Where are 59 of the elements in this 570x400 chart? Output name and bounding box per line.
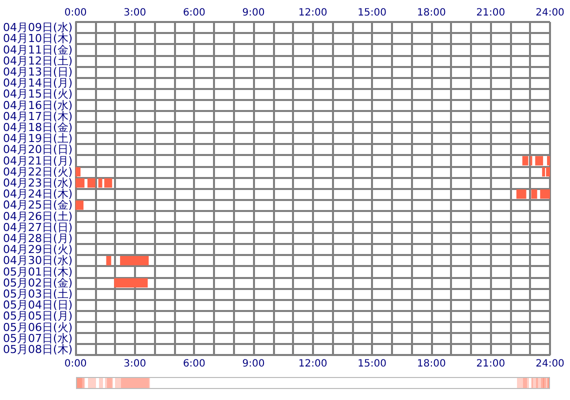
bar xyxy=(516,189,526,199)
y-tick-label: 05月05日(月) xyxy=(3,310,73,323)
x-tick-label: 12:00 xyxy=(298,358,328,370)
x-tick-label: 9:00 xyxy=(242,358,265,370)
y-tick-label: 05月08日(木) xyxy=(3,342,73,356)
y-tick-label: 04月15日(火) xyxy=(3,88,73,101)
bar xyxy=(76,167,81,177)
y-tick-label: 04月12日(土) xyxy=(3,54,73,68)
x2-tick-label: 6:00 xyxy=(182,8,206,18)
bar xyxy=(540,189,550,199)
x2-tick-label: 0:00 xyxy=(64,8,87,18)
y-tick-label: 04月21日(月) xyxy=(3,154,73,168)
x-tick-label: 15:00 xyxy=(358,358,387,370)
y-tick-label: 04月16日(水) xyxy=(3,98,73,112)
x-tick-label: 0:00 xyxy=(64,358,87,370)
y-tick-label: 04月18日(金) xyxy=(3,120,73,134)
x-tick-label: 18:00 xyxy=(416,358,446,370)
x-tick-label: 6:00 xyxy=(182,358,206,370)
x2-tick-label: 15:00 xyxy=(358,8,387,18)
y-tick-label: 04月24日(木) xyxy=(3,188,73,201)
y-tick-label: 04月09日(水) xyxy=(3,21,73,34)
y-tick-label: 04月11日(金) xyxy=(3,43,73,56)
bar xyxy=(106,256,112,266)
y-tick-label: 04月29日(火) xyxy=(3,243,73,256)
y-tick-label: 04月20日(日) xyxy=(3,143,73,156)
x2-tick-label: 3:00 xyxy=(124,8,146,18)
y-tick-label: 04月13日(日) xyxy=(3,65,73,78)
bar xyxy=(87,178,96,188)
bar xyxy=(114,278,148,288)
y-tick-label: 04月25日(金) xyxy=(3,198,73,212)
bar xyxy=(76,178,84,188)
bar xyxy=(120,256,149,266)
x2-tick-label: 18:00 xyxy=(416,8,446,18)
y-tick-label: 04月23日(水) xyxy=(3,176,73,190)
y-tick-label: 05月01日(木) xyxy=(3,265,73,278)
y-tick-label: 04月17日(木) xyxy=(3,110,73,123)
y-tick-label: 05月04日(日) xyxy=(3,298,73,312)
bar xyxy=(76,200,84,210)
x-tick-label: 3:00 xyxy=(124,358,146,370)
x2-tick-label: 9:00 xyxy=(242,8,265,18)
y-tick-label: 04月26日(土) xyxy=(3,210,73,223)
y-tick-label: 04月28日(月) xyxy=(3,232,73,245)
x2-tick-label: 21:00 xyxy=(476,8,506,18)
bar xyxy=(522,156,528,166)
y-tick-label: 04月22日(火) xyxy=(3,165,73,178)
y-tick-label: 04月10日(木) xyxy=(3,32,73,46)
bar xyxy=(531,189,538,199)
x-tick-label: 21:00 xyxy=(476,358,506,370)
y-tick-label: 04月14日(月) xyxy=(3,76,73,90)
y-tick-label: 04月30日(水) xyxy=(3,254,73,268)
y-tick-label: 05月02日(金) xyxy=(3,276,73,290)
x2-tick-label: 12:00 xyxy=(298,8,328,18)
y-tick-label: 04月27日(日) xyxy=(3,220,73,234)
y-tick-label: 05月07日(水) xyxy=(3,332,73,345)
y-tick-label: 04月19日(土) xyxy=(3,132,73,146)
x-tick-label: 24:00 xyxy=(536,358,564,370)
y-tick-label: 05月03日(土) xyxy=(3,287,73,300)
x2-tick-label: 24:00 xyxy=(536,8,564,18)
y-tick-label: 05月06日(火) xyxy=(3,320,73,334)
